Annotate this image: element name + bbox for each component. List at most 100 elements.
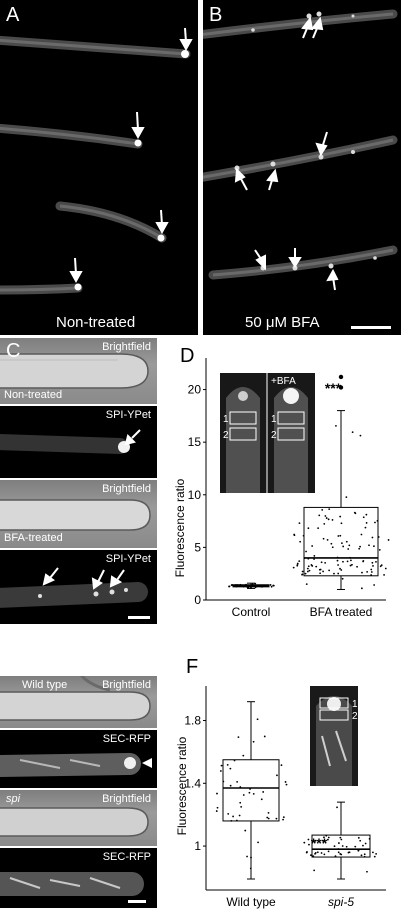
f-point-0-9	[216, 806, 219, 809]
d-point-1-101	[330, 542, 333, 545]
panel-e-tile-3-brightfield: Brightfield spi	[0, 790, 157, 846]
d-point-1-6	[299, 540, 302, 543]
d-point-1-51	[371, 561, 374, 564]
f-point-1-9	[375, 852, 378, 855]
f-point-0-22	[252, 792, 255, 795]
f-point-1-48	[307, 838, 310, 841]
d-point-1-5	[318, 514, 321, 517]
d-outlier-1-0	[338, 385, 344, 390]
f-point-0-30	[230, 819, 233, 822]
d-point-1-99	[345, 540, 348, 543]
f-point-1-3	[333, 845, 336, 848]
d-point-1-15	[337, 535, 340, 537]
f-point-1-36	[326, 838, 329, 841]
d-point-0-3	[249, 587, 252, 590]
f-xtick-label-1: spi-5	[328, 895, 354, 909]
d-point-1-41	[339, 567, 341, 570]
d-point-1-92	[320, 561, 323, 564]
d-point-1-50	[339, 534, 342, 537]
d-point-1-57	[341, 577, 344, 580]
f-point-0-27	[285, 783, 288, 786]
d-point-1-87	[387, 539, 390, 541]
panel-f-inset-roi-1: 1	[352, 699, 358, 710]
d-point-1-77	[360, 533, 363, 536]
d-point-1-103	[292, 566, 295, 569]
d-point-1-56	[328, 508, 331, 510]
f-point-0-10	[257, 841, 259, 844]
panel-e-tile-1-hypha	[0, 673, 151, 721]
f-point-0-26	[226, 763, 229, 766]
d-point-1-34	[373, 584, 376, 586]
f-point-0-24	[284, 781, 287, 783]
d-point-1-82	[307, 557, 310, 560]
d-point-1-28	[347, 548, 350, 550]
d-point-1-85	[311, 565, 314, 567]
d-point-1-40	[349, 556, 352, 559]
f-point-1-31	[327, 836, 330, 839]
d-point-1-68	[302, 534, 305, 537]
d-point-1-22	[362, 516, 365, 519]
d-point-1-66	[359, 434, 362, 437]
d-point-1-30	[351, 563, 353, 566]
panel-e: Brightfield Wild type SEC-RFP Brightfiel…	[0, 656, 157, 908]
panel-c-tile-1-sublabel: Non-treated	[4, 389, 63, 401]
panel-e-tile-4-fluorescence: SEC-RFP	[0, 848, 157, 908]
d-point-1-18	[315, 565, 318, 568]
f-point-1-6	[308, 843, 310, 846]
d-point-1-97	[306, 570, 309, 573]
d-point-1-37	[362, 560, 365, 563]
panel-c-tile-2-signal	[0, 429, 141, 454]
d-ytick-label-3: 15	[188, 435, 202, 449]
d-point-1-60	[298, 560, 301, 562]
d-point-1-20	[366, 570, 369, 573]
panel-b-scale-bar	[351, 326, 391, 329]
f-point-0-18	[238, 814, 241, 817]
panel-f-significance: ***	[311, 835, 328, 851]
f-iqr-1	[311, 834, 371, 858]
f-point-1-38	[312, 855, 315, 858]
d-ytick-label-1: 5	[194, 540, 201, 554]
f-point-0-34	[239, 786, 242, 788]
d-point-1-17	[349, 564, 352, 567]
f-point-0-11	[246, 855, 248, 858]
d-point-1-71	[372, 565, 374, 567]
panel-a-letter: A	[6, 4, 20, 26]
d-point-0-25	[257, 585, 259, 588]
f-point-0-20	[252, 740, 255, 743]
d-point-1-88	[337, 572, 340, 575]
panel-e-letter: E	[4, 656, 18, 678]
f-point-0-35	[240, 805, 243, 808]
d-point-0-16	[254, 582, 257, 585]
d-point-1-53	[370, 571, 373, 573]
f-point-0-23	[267, 817, 270, 820]
f-point-1-20	[360, 854, 363, 857]
d-point-1-89	[313, 555, 316, 557]
d-point-1-100	[373, 545, 375, 548]
panel-a-caption: Non-treated	[56, 314, 136, 331]
panel-d-inset-roi-2b: 2	[271, 430, 277, 441]
d-point-1-102	[354, 512, 357, 515]
f-point-0-5	[215, 810, 218, 812]
d-point-0-13	[235, 585, 238, 588]
d-point-1-65	[345, 496, 348, 499]
d-point-1-21	[339, 515, 342, 518]
panel-d-inset-label: +BFA	[271, 376, 296, 387]
f-point-0-40	[232, 815, 234, 818]
panel-c-tile-1-label: Brightfield	[102, 341, 151, 353]
f-point-1-45	[368, 837, 371, 840]
f-point-0-41	[237, 736, 240, 739]
f-point-1-15	[338, 842, 340, 844]
f-point-0-2	[222, 780, 225, 783]
d-point-0-10	[254, 586, 257, 589]
f-point-1-5	[323, 836, 325, 839]
d-point-1-16	[370, 568, 373, 571]
panel-c-tile-3-brightfield: Brightfield BFA-treated	[0, 480, 157, 548]
f-point-0-39	[216, 792, 218, 795]
f-point-1-43	[354, 845, 357, 848]
d-ytick-label-2: 10	[188, 488, 202, 502]
f-point-1-23	[372, 851, 374, 854]
panel-c: Brightfield Non-treated SPI-YPet Brightf…	[0, 338, 157, 624]
panel-b-hyphae	[193, 9, 398, 329]
f-point-0-29	[220, 764, 223, 767]
f-point-0-42	[248, 791, 251, 794]
